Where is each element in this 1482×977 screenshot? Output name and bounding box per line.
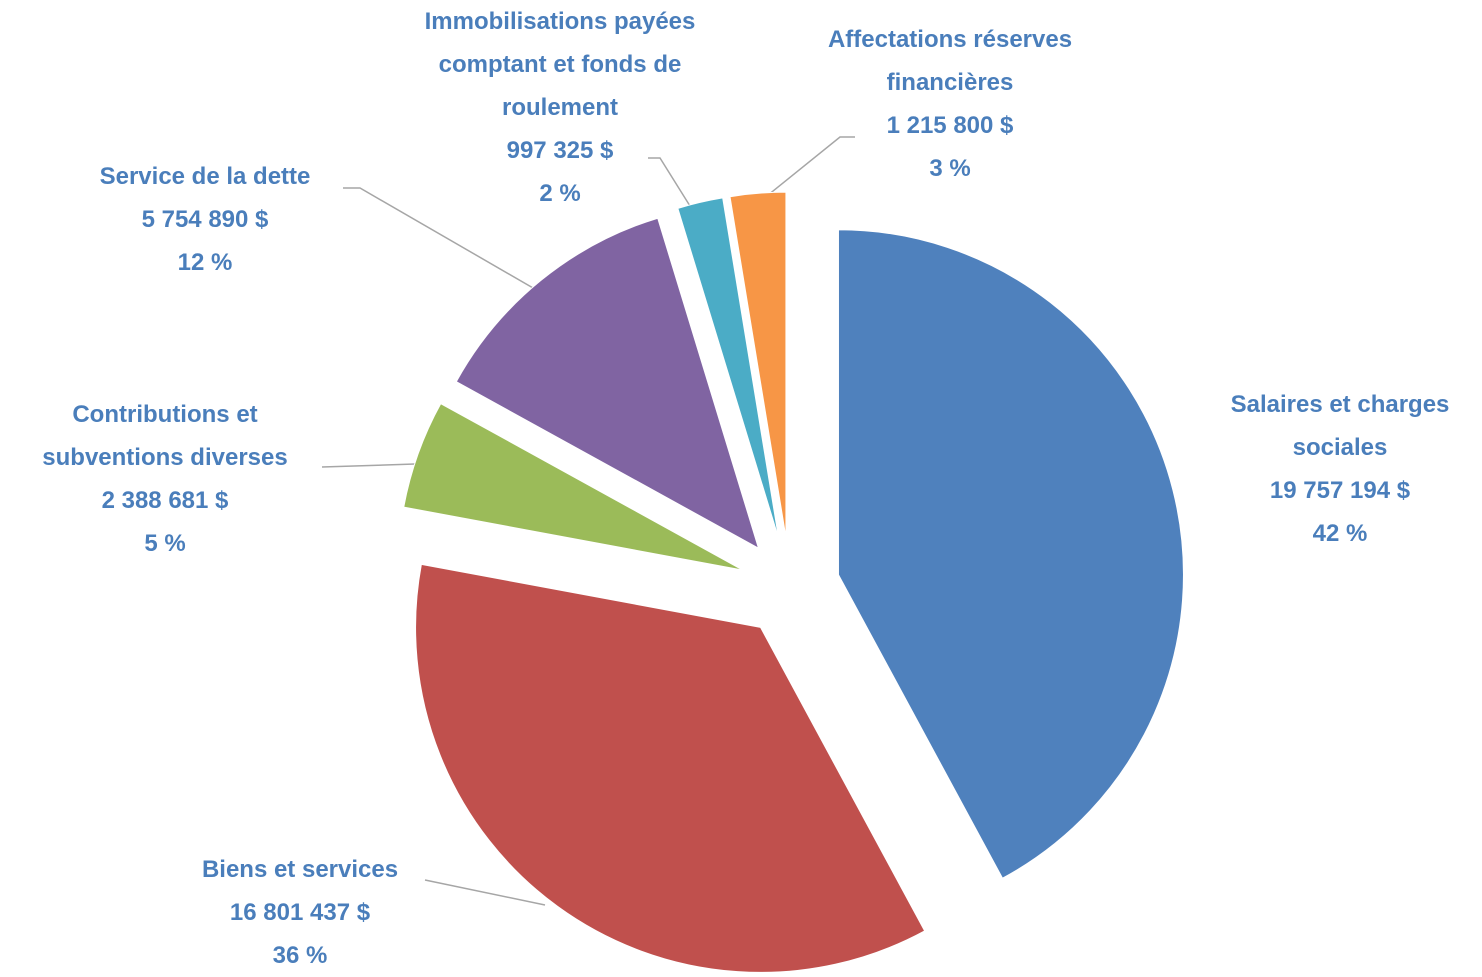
percent-label: 3 % — [929, 155, 971, 182]
percent-label: 12 % — [177, 249, 233, 276]
leader-line — [751, 136, 855, 209]
pie-slice — [403, 402, 744, 571]
value-label: 5 754 890 $ — [141, 206, 269, 233]
percent-label: 36 % — [272, 942, 328, 969]
value-label: 1 215 800 $ — [886, 112, 1014, 139]
leader-line — [648, 157, 696, 215]
category-label: Service de la dette — [99, 163, 311, 190]
category-label: Biens et services — [201, 856, 399, 883]
data-label: Salaires et charges sociales 19 757 194 $… — [1190, 383, 1482, 555]
category-label: Contributions et subventions diverses — [42, 401, 288, 471]
pie-slice — [729, 191, 787, 538]
value-label: 19 757 194 $ — [1269, 477, 1411, 504]
category-label: Immobilisations payées comptant et fonds… — [424, 8, 696, 121]
value-label: 2 388 681 $ — [101, 487, 229, 514]
data-label: Immobilisations payées comptant et fonds… — [390, 0, 730, 215]
percent-label: 42 % — [1312, 520, 1368, 547]
data-label: Contributions et subventions diverses 2 3… — [15, 393, 315, 565]
leader-lines — [321, 136, 855, 906]
data-label: Affectations réserves financières 1 215 8… — [790, 18, 1110, 190]
category-label: Salaires et charges sociales — [1230, 391, 1450, 461]
leader-line — [343, 187, 541, 293]
pie-slice — [455, 217, 760, 550]
pie-slice — [677, 197, 780, 539]
data-label: Biens et services 16 801 437 $ 36 % — [150, 848, 450, 977]
pie-slice — [837, 229, 1184, 879]
pie-slice — [415, 563, 926, 973]
leader-line — [424, 879, 546, 906]
category-label: Affectations réserves financières — [827, 26, 1073, 96]
value-label: 997 325 $ — [506, 137, 614, 164]
percent-label: 2 % — [539, 180, 581, 207]
value-label: 16 801 437 $ — [229, 899, 371, 926]
data-label: Service de la dette 5 754 890 $ 12 % — [55, 155, 355, 284]
percent-label: 5 % — [144, 530, 186, 557]
